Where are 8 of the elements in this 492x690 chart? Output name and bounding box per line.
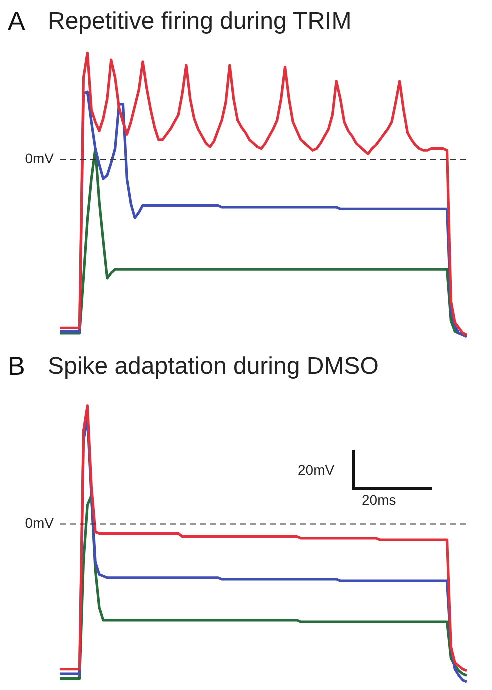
ref-line-label: 0mV — [25, 515, 55, 532]
text: A — [8, 6, 26, 37]
chart-title: Spike adaptation during DMSO — [48, 353, 379, 381]
text: B — [8, 351, 26, 382]
annotation: 20ms — [362, 492, 396, 508]
ref-line-label: 0mV — [25, 150, 55, 166]
annotation: 20mV — [298, 462, 335, 478]
chart-title: Repetitive firing during TRIM — [48, 8, 352, 36]
